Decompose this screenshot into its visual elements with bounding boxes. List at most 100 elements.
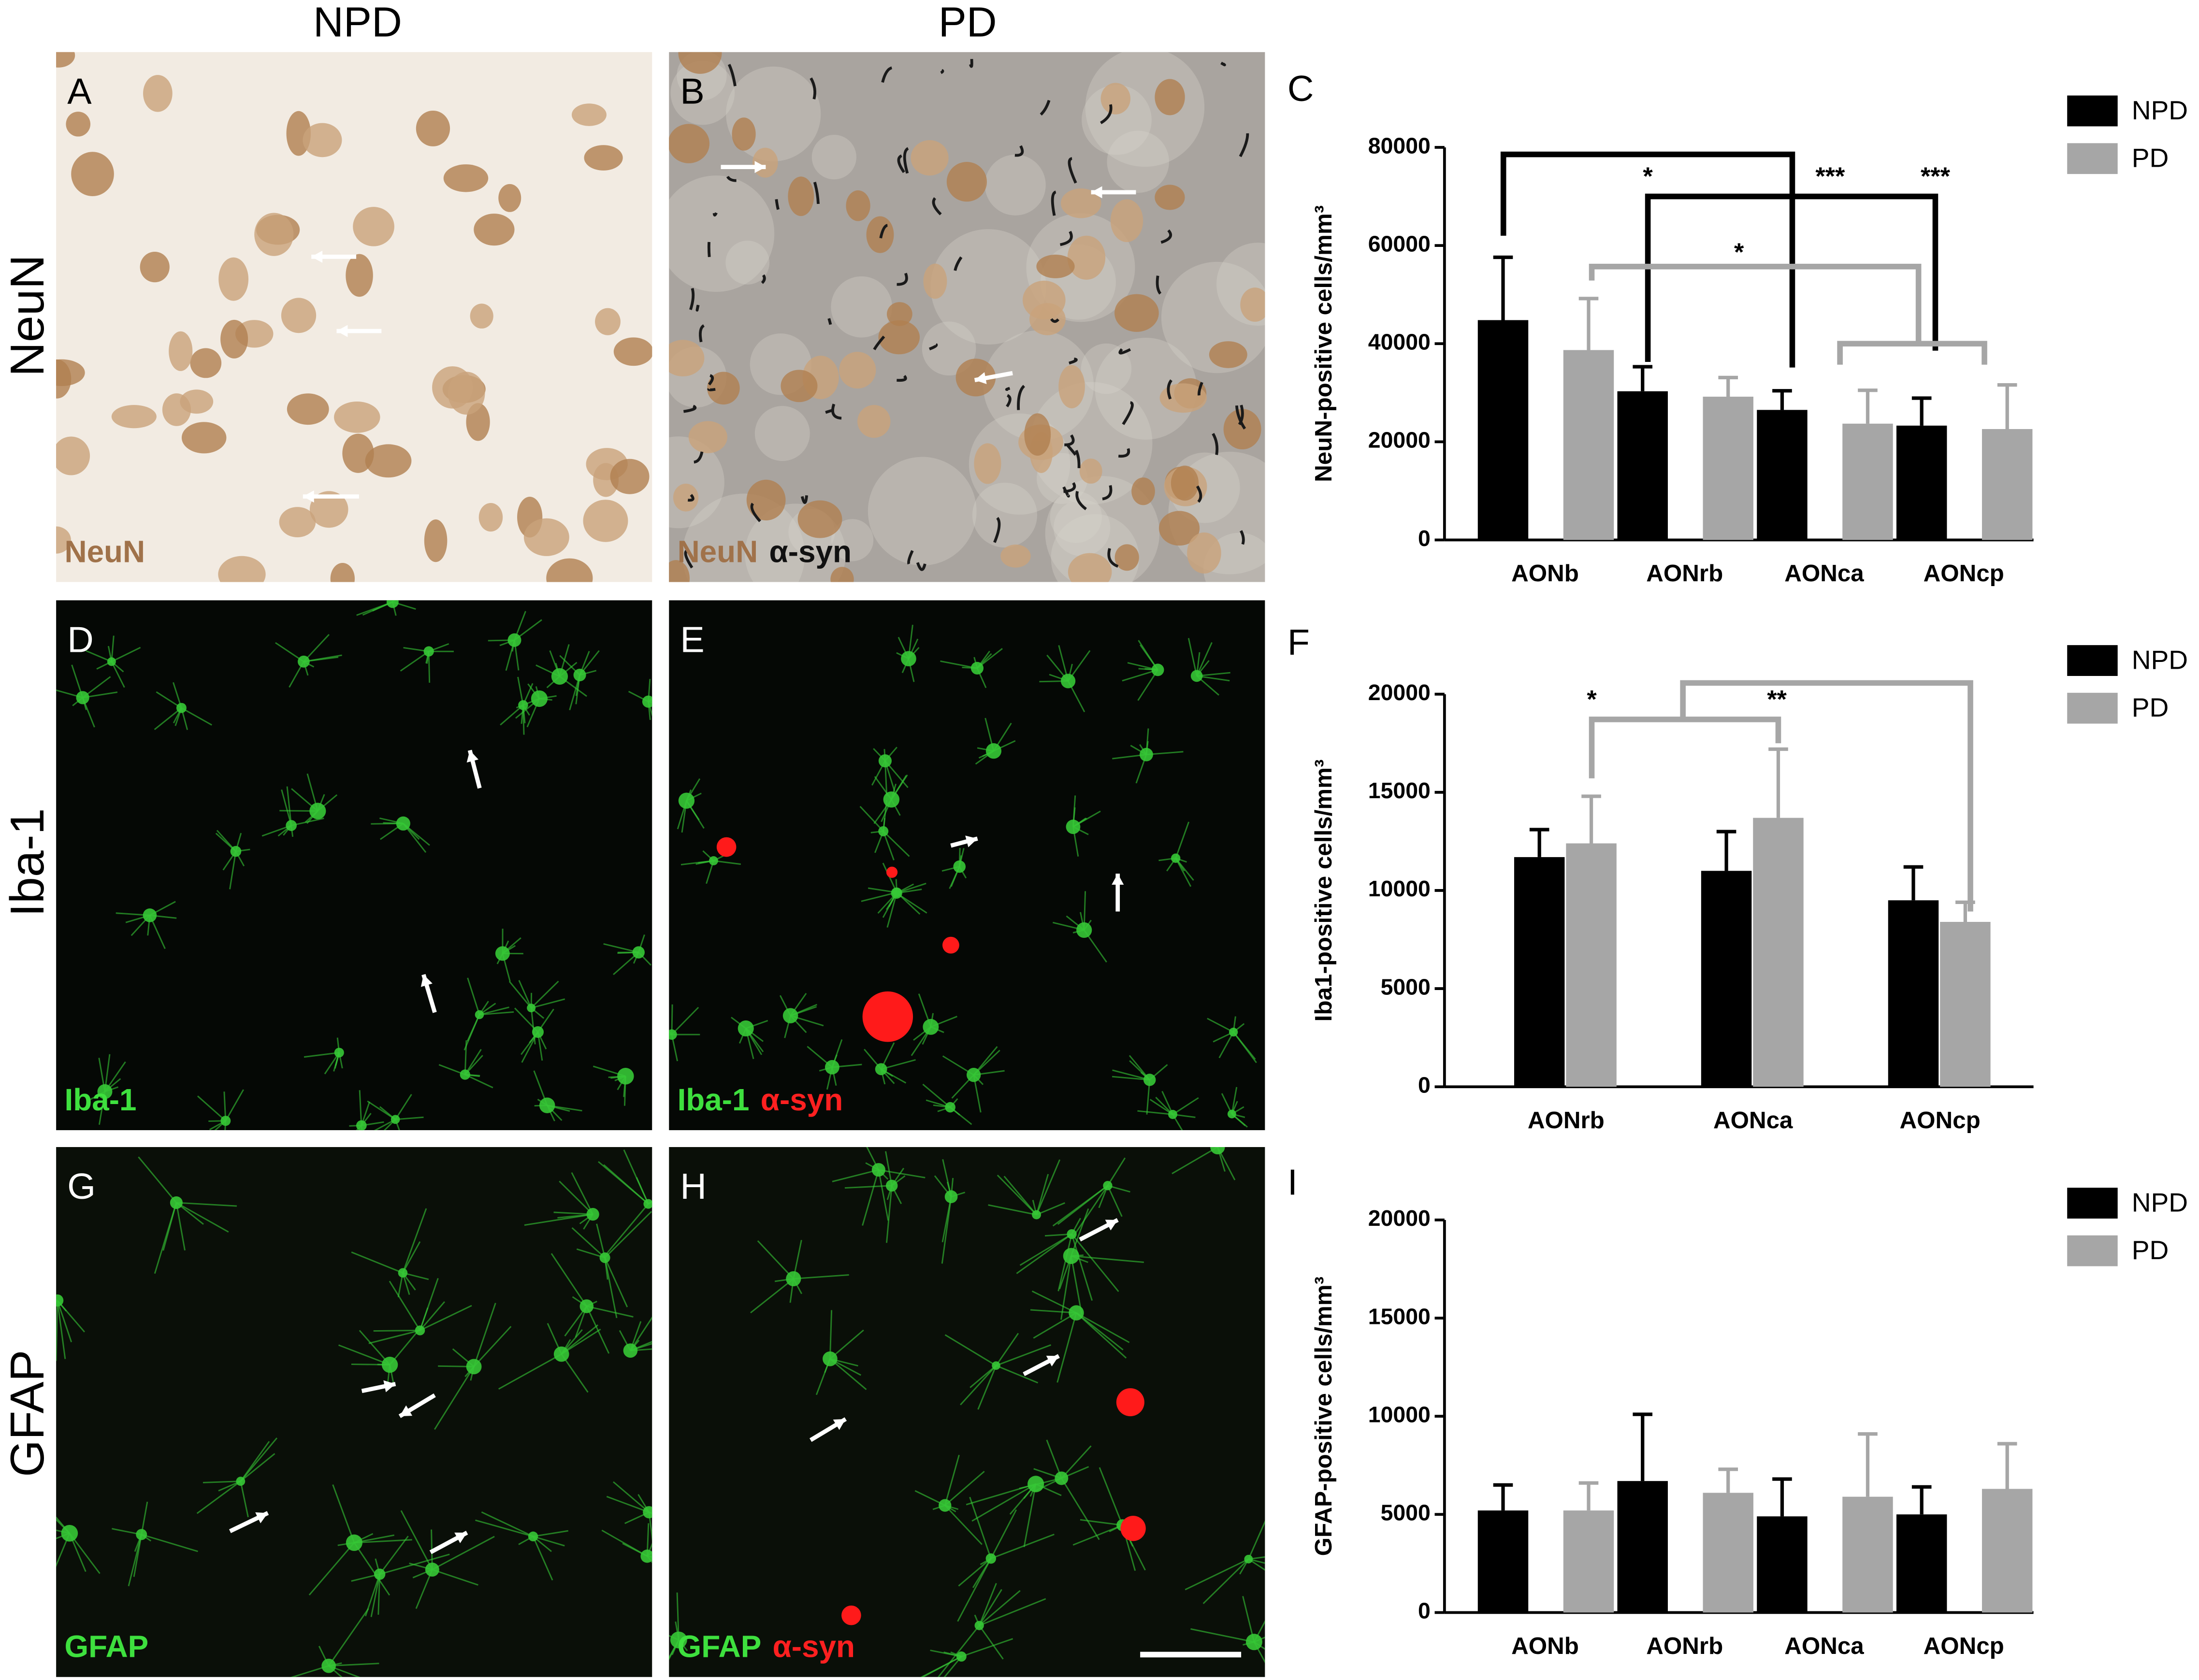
- neuron: [610, 459, 650, 494]
- process: [464, 1055, 483, 1076]
- neuron: [707, 372, 740, 405]
- significance-bracket: [1589, 263, 1922, 341]
- process: [87, 1091, 105, 1102]
- process: [608, 1075, 626, 1078]
- tissue: [922, 321, 976, 376]
- process: [336, 1037, 340, 1053]
- process: [978, 750, 994, 759]
- synuclein: [761, 274, 766, 284]
- y-axis-label: GFAP-positive cells/mm³: [1310, 1277, 1337, 1556]
- process: [883, 749, 886, 761]
- y-tick-label: 0: [1418, 1598, 1431, 1623]
- y-axis-label: NeuN-positive cells/mm³: [1310, 205, 1337, 482]
- process: [1196, 660, 1210, 676]
- process: [464, 1074, 493, 1089]
- process: [368, 1330, 420, 1344]
- process: [988, 1204, 1037, 1216]
- process: [402, 1272, 410, 1295]
- process: [402, 1241, 421, 1274]
- synuclein: [1075, 450, 1081, 469]
- neuron: [878, 320, 920, 355]
- process: [317, 794, 338, 812]
- synuclein: [1017, 385, 1026, 410]
- synuclein: [1064, 434, 1075, 446]
- neuron: [546, 558, 593, 582]
- process: [154, 707, 182, 731]
- process: [637, 1494, 650, 1513]
- legend-label: PD: [2132, 692, 2169, 722]
- process: [891, 1185, 902, 1205]
- panel-letter: E: [680, 619, 704, 660]
- process: [878, 1169, 926, 1178]
- process: [1061, 1478, 1100, 1540]
- neuron: [432, 366, 473, 409]
- process: [1035, 1483, 1062, 1496]
- process: [579, 651, 590, 675]
- process: [933, 1104, 951, 1108]
- process: [531, 998, 565, 1009]
- process: [874, 831, 884, 853]
- process: [942, 1055, 974, 1076]
- process: [745, 1019, 768, 1029]
- process: [969, 1496, 992, 1559]
- process: [69, 1533, 87, 1572]
- process: [1071, 1234, 1093, 1301]
- arrow-head: [400, 1405, 413, 1417]
- neuron: [669, 340, 705, 376]
- process: [362, 601, 393, 616]
- bar: [1888, 900, 1939, 1087]
- neuron: [788, 176, 814, 216]
- process: [1146, 1079, 1151, 1115]
- process: [978, 1583, 997, 1626]
- process: [203, 1480, 241, 1483]
- process: [354, 1539, 412, 1544]
- process: [181, 707, 212, 726]
- process: [412, 1569, 433, 1579]
- process: [395, 1116, 424, 1120]
- tissue: [1095, 337, 1197, 440]
- process: [908, 625, 913, 659]
- bar: [1477, 320, 1529, 540]
- process: [844, 1185, 892, 1189]
- x-tick-label: AONcp: [1924, 1633, 2004, 1659]
- process: [829, 1358, 867, 1390]
- process: [403, 823, 430, 846]
- tissue: [1030, 382, 1153, 504]
- neuron: [281, 298, 317, 333]
- legend-swatch: [2067, 645, 2118, 676]
- process: [291, 788, 318, 812]
- process: [1067, 663, 1073, 681]
- process: [638, 952, 651, 966]
- process: [757, 1240, 794, 1279]
- process: [359, 1090, 362, 1126]
- bar-chart: F Iba1-positive cells/mm³ 0 5000 10000 15000 2…: [1288, 622, 2188, 1134]
- process: [514, 640, 520, 671]
- process: [130, 915, 151, 936]
- process: [940, 660, 978, 669]
- process: [1033, 1312, 1077, 1339]
- process: [908, 647, 920, 660]
- process: [1031, 1290, 1077, 1314]
- synuclein: [684, 549, 694, 569]
- neuron: [1060, 188, 1101, 218]
- process: [1149, 1064, 1168, 1081]
- arrow-head: [466, 750, 478, 763]
- micrograph-content: [56, 600, 652, 1131]
- neuron: [946, 162, 987, 202]
- neuron: [218, 556, 266, 582]
- process: [505, 640, 515, 671]
- micrograph: H GFAP α-syn: [669, 1147, 1265, 1677]
- process: [112, 1528, 142, 1536]
- process: [920, 1656, 962, 1677]
- process: [596, 1223, 606, 1258]
- process: [354, 1533, 374, 1544]
- process: [561, 1353, 589, 1393]
- tissue: [1081, 343, 1132, 394]
- row-label: Iba-1: [0, 808, 54, 917]
- process: [1112, 754, 1147, 760]
- process: [1107, 1157, 1126, 1186]
- process: [586, 1306, 610, 1354]
- process: [864, 1048, 882, 1070]
- process: [993, 722, 1012, 752]
- process: [951, 1192, 966, 1198]
